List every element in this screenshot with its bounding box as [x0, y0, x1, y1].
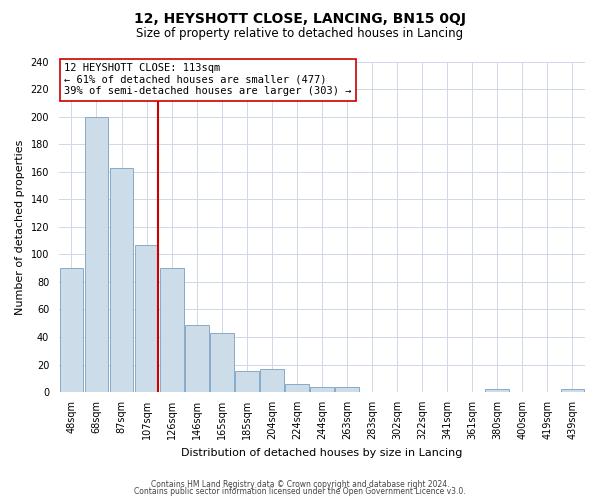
Bar [335, 386, 359, 392]
Bar [210, 333, 233, 392]
Bar [134, 244, 158, 392]
Text: 12 HEYSHOTT CLOSE: 113sqm
← 61% of detached houses are smaller (477)
39% of semi: 12 HEYSHOTT CLOSE: 113sqm ← 61% of detac… [64, 63, 352, 96]
Text: Contains public sector information licensed under the Open Government Licence v3: Contains public sector information licen… [134, 488, 466, 496]
X-axis label: Distribution of detached houses by size in Lancing: Distribution of detached houses by size … [181, 448, 463, 458]
Bar [285, 384, 309, 392]
Bar [260, 368, 284, 392]
Bar [235, 372, 259, 392]
Bar [160, 268, 184, 392]
Text: Size of property relative to detached houses in Lancing: Size of property relative to detached ho… [136, 28, 464, 40]
Bar [485, 390, 509, 392]
Bar [110, 168, 133, 392]
Text: Contains HM Land Registry data © Crown copyright and database right 2024.: Contains HM Land Registry data © Crown c… [151, 480, 449, 489]
Bar [310, 386, 334, 392]
Bar [185, 324, 209, 392]
Bar [59, 268, 83, 392]
Text: 12, HEYSHOTT CLOSE, LANCING, BN15 0QJ: 12, HEYSHOTT CLOSE, LANCING, BN15 0QJ [134, 12, 466, 26]
Bar [85, 116, 109, 392]
Y-axis label: Number of detached properties: Number of detached properties [15, 139, 25, 314]
Bar [560, 390, 584, 392]
